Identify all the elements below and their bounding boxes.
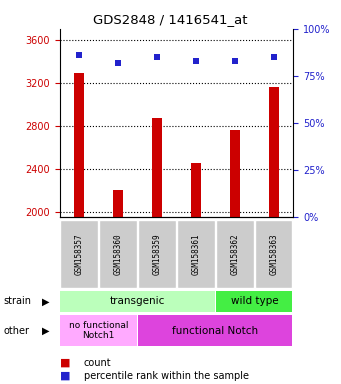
Text: transgenic: transgenic bbox=[110, 296, 165, 306]
Text: other: other bbox=[3, 326, 29, 336]
Bar bbox=[191, 163, 201, 217]
Text: wild type: wild type bbox=[231, 296, 278, 306]
Bar bbox=[60, 291, 214, 312]
Bar bbox=[99, 220, 137, 288]
Bar bbox=[60, 220, 98, 288]
Text: GSM158360: GSM158360 bbox=[114, 233, 122, 275]
Text: ■: ■ bbox=[60, 371, 70, 381]
Text: GSM158362: GSM158362 bbox=[231, 233, 239, 275]
Text: GDS2848 / 1416541_at: GDS2848 / 1416541_at bbox=[93, 13, 248, 26]
Bar bbox=[113, 190, 123, 217]
Bar bbox=[60, 315, 137, 346]
Bar bbox=[216, 220, 254, 288]
Bar bbox=[230, 130, 240, 217]
Text: GSM158359: GSM158359 bbox=[152, 233, 162, 275]
Bar bbox=[138, 220, 176, 288]
Text: ▶: ▶ bbox=[42, 326, 50, 336]
Text: ▶: ▶ bbox=[42, 296, 50, 306]
Text: strain: strain bbox=[3, 296, 31, 306]
Text: GSM158363: GSM158363 bbox=[269, 233, 278, 275]
Text: GSM158361: GSM158361 bbox=[191, 233, 201, 275]
Text: GSM158357: GSM158357 bbox=[75, 233, 84, 275]
Text: no functional
Notch1: no functional Notch1 bbox=[69, 321, 128, 340]
Text: percentile rank within the sample: percentile rank within the sample bbox=[84, 371, 249, 381]
Bar bbox=[216, 291, 293, 312]
Text: ■: ■ bbox=[60, 358, 70, 368]
Bar bbox=[177, 220, 214, 288]
Text: functional Notch: functional Notch bbox=[172, 326, 258, 336]
Bar bbox=[255, 220, 293, 288]
Bar bbox=[138, 315, 293, 346]
Bar bbox=[152, 118, 162, 217]
Bar bbox=[74, 73, 84, 217]
Text: count: count bbox=[84, 358, 111, 368]
Bar bbox=[269, 87, 279, 217]
